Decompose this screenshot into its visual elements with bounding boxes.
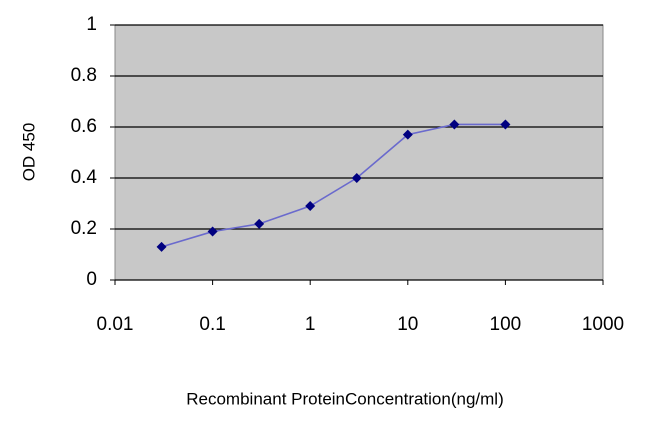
marker [449, 119, 460, 130]
marker [254, 218, 265, 229]
marker [500, 119, 511, 130]
y-tick-label: 0.2 [71, 218, 97, 239]
x-tick-label: 0.1 [199, 314, 225, 335]
line [161, 123, 506, 248]
x-tick-label: 1 [305, 314, 316, 335]
marker [207, 226, 218, 237]
y-tick-label: 1 [86, 14, 97, 35]
x-tick-label: 100 [490, 314, 522, 335]
marker [305, 201, 316, 212]
y-axis-label: OD 450 [19, 123, 38, 182]
x-tick-label: 10 [397, 314, 418, 335]
marker [156, 241, 167, 252]
x-axis-label: Recombinant ProteinConcentration(ng/ml) [186, 389, 504, 408]
y-tick-label: 0.8 [71, 65, 97, 86]
x-tick-label: 0.01 [97, 314, 134, 335]
y-tick-label: 0 [86, 269, 97, 290]
y-tick-label: 0.4 [71, 167, 98, 188]
y-tick-label: 0.6 [71, 116, 97, 137]
marker [402, 129, 413, 140]
marker [351, 173, 362, 183]
plot-area [114, 24, 604, 281]
x-tick-label: 1000 [582, 314, 624, 335]
